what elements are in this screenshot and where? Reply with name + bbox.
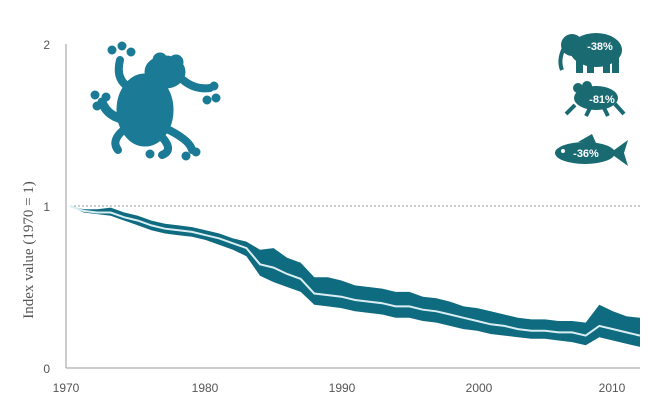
x-tick-label-1970: 1970: [53, 381, 80, 395]
x-tick-label-2010: 2010: [599, 381, 626, 395]
axes: [65, 44, 640, 369]
y-axis-label: Index value (1970 = 1): [21, 181, 37, 319]
index-line: [69, 205, 641, 337]
y-tick-label-0: 0: [43, 362, 50, 376]
x-tick-label-1990: 1990: [329, 381, 356, 395]
frog-illustration: [90, 41, 221, 161]
fish-icon: [555, 134, 628, 166]
elephant-icon: [558, 33, 622, 73]
x-tick-label-1980: 1980: [192, 381, 219, 395]
y-tick-label-2: 2: [43, 38, 50, 52]
elephant-change-label: -38%: [587, 41, 613, 53]
fish-change-label: -36%: [573, 148, 599, 160]
frog-icon: [564, 81, 626, 117]
x-tick-label-2000: 2000: [466, 381, 493, 395]
y-tick-label-1: 1: [43, 200, 50, 214]
frog-change-label: -81%: [589, 94, 615, 106]
confidence-band: [70, 206, 640, 347]
